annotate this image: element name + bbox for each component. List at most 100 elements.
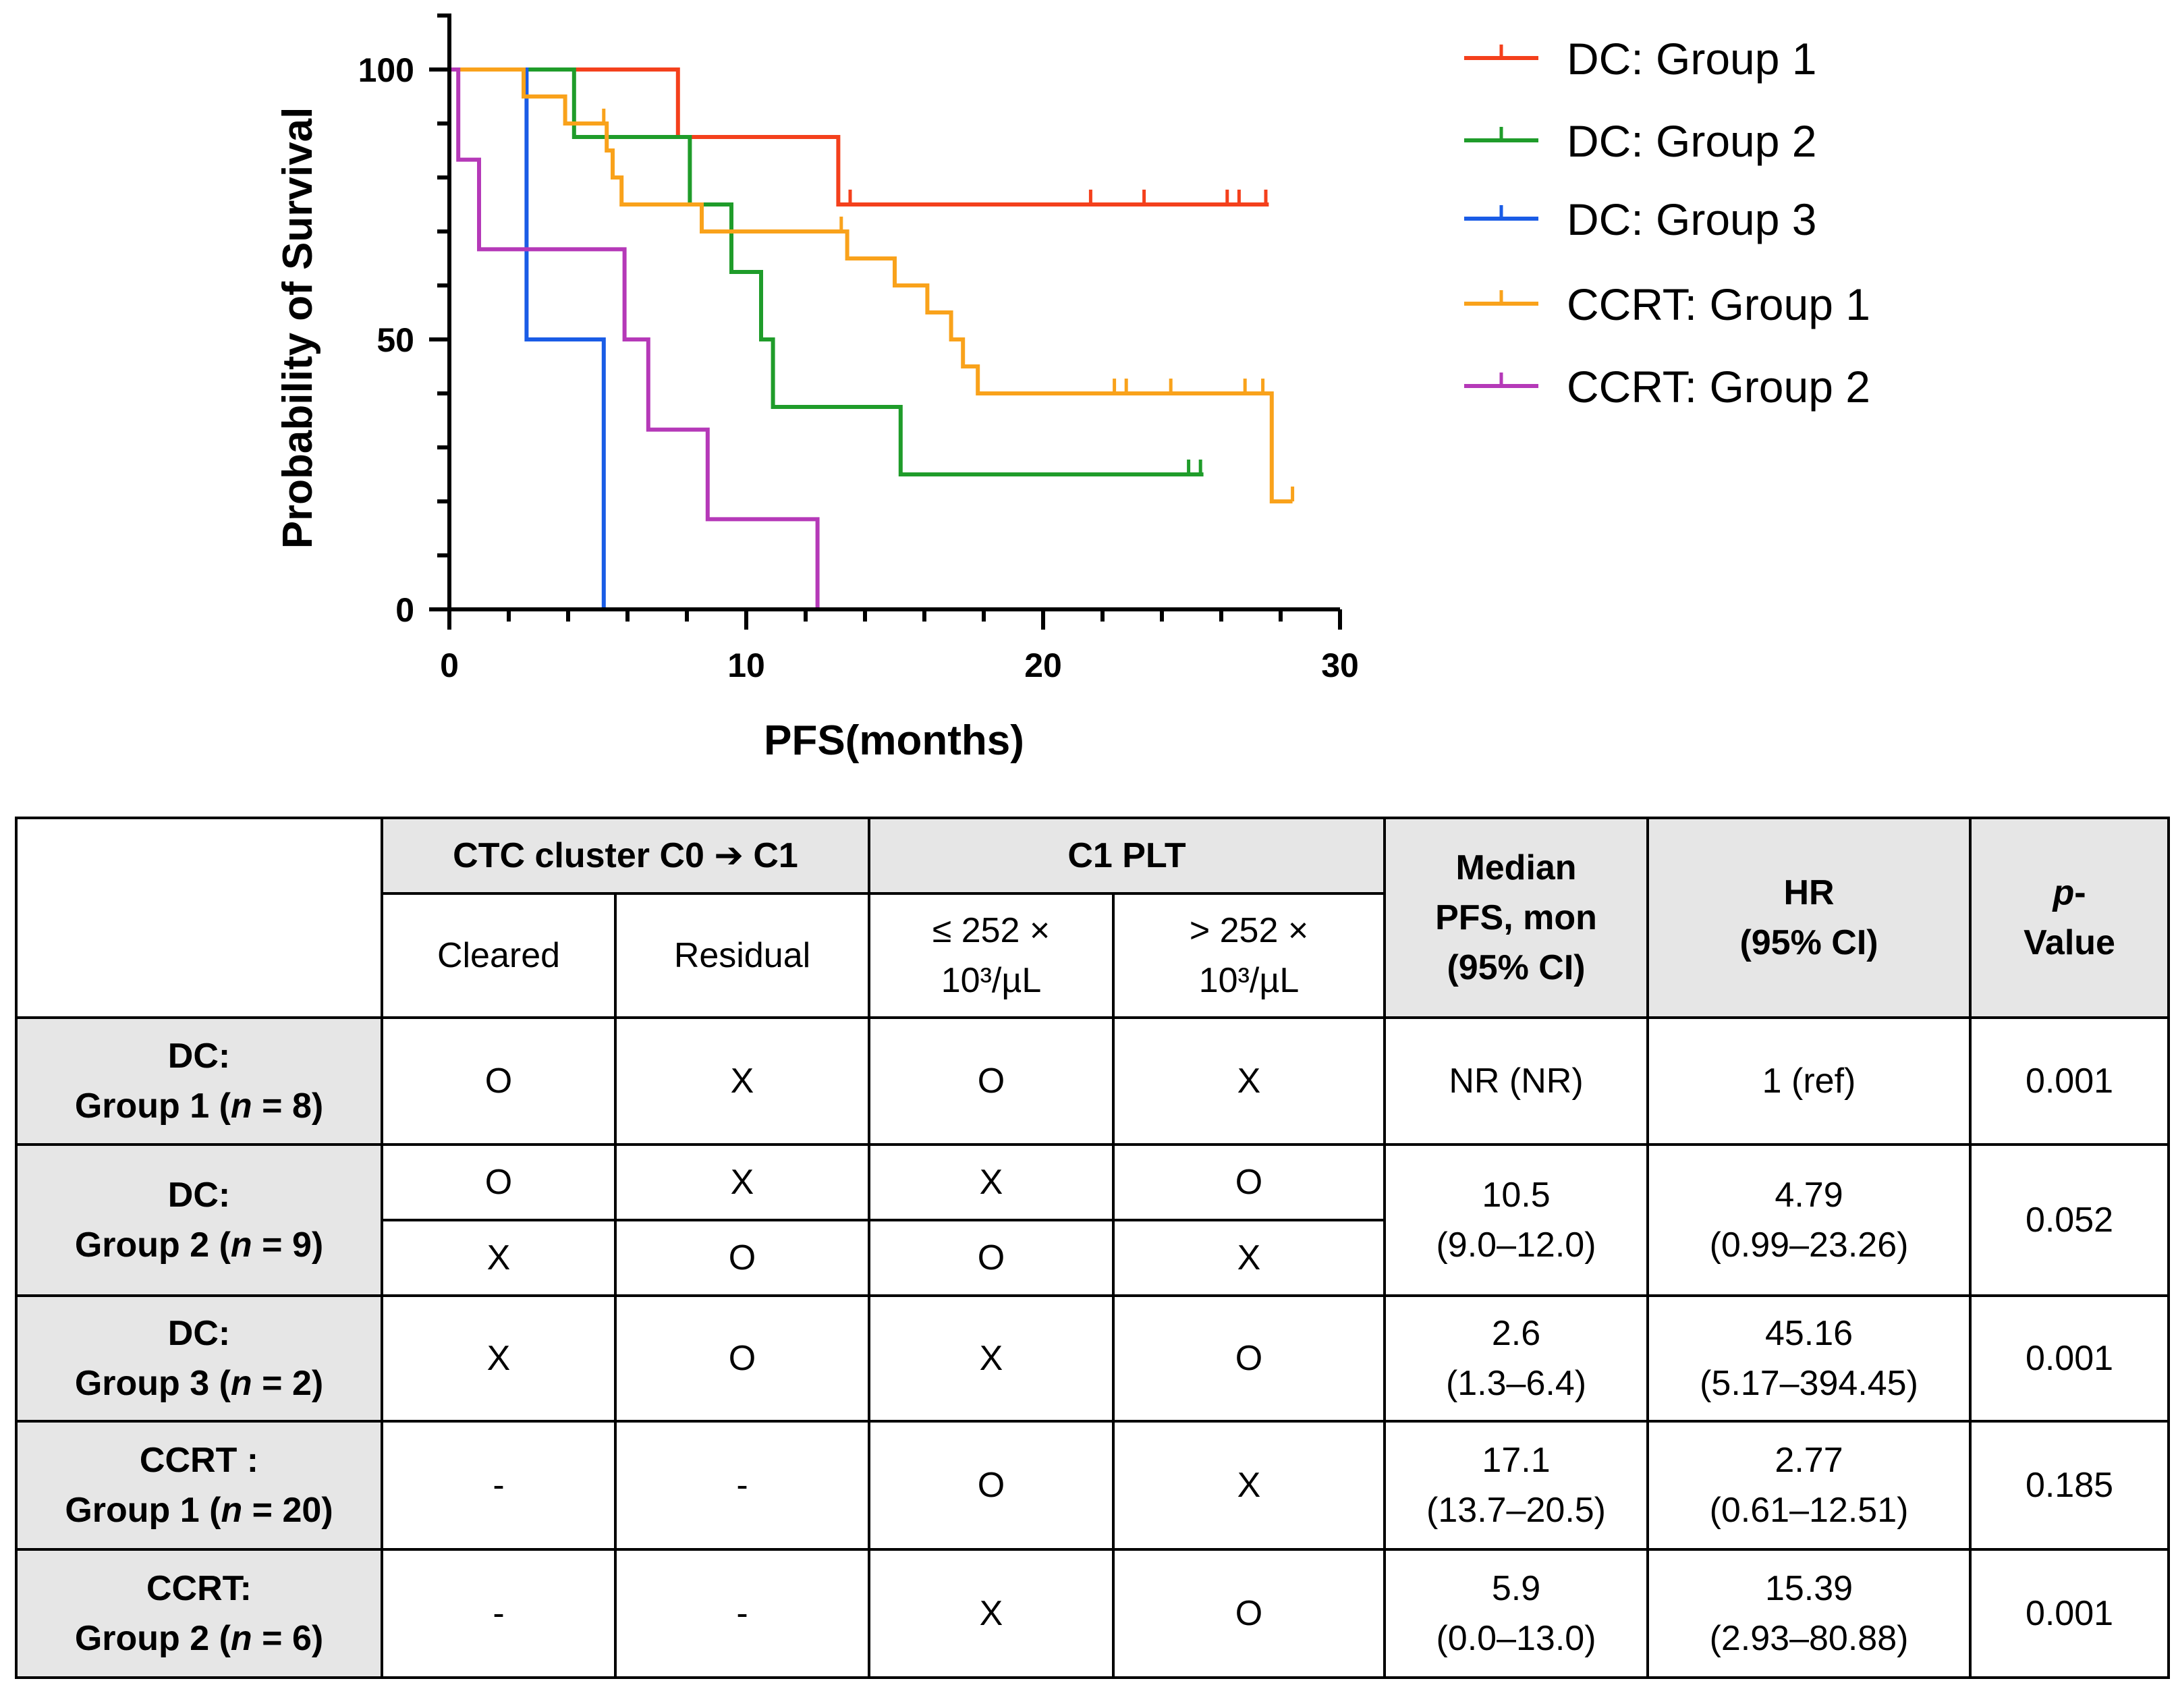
header-plt-high: > 252 × 10³/µL: [1112, 892, 1387, 1019]
row-label-line2: Group 1 (n = 20): [22, 1485, 376, 1535]
cell-hr-line1: 2.77: [1775, 1441, 1843, 1480]
km-curves: [449, 67, 1295, 609]
cell-hr-line2: (0.99–23.26): [1709, 1225, 1909, 1265]
header-p-italic: p: [2053, 873, 2075, 912]
curve-dc-group-3: [449, 67, 606, 609]
row-label-n: n: [230, 1086, 252, 1126]
row-label-line2: Group 2 (n = 6): [22, 1614, 376, 1663]
cell-p: 0.001: [1969, 1548, 2171, 1679]
cell-cleared: X: [381, 1294, 617, 1423]
cell-hr-line2: (2.93–80.88): [1709, 1619, 1909, 1658]
curve-dc-group-1: [449, 67, 1269, 206]
y-axis-title: Probability of Survival: [275, 107, 321, 549]
cell-cleared: -: [381, 1548, 617, 1679]
cell-hr: 45.16 (5.17–394.45): [1646, 1294, 1972, 1423]
cell-hr: 4.79 (0.99–23.26): [1646, 1143, 1972, 1297]
cell-median: 5.9 (0.0–13.0): [1383, 1548, 1650, 1679]
table-row: DC: Group 1 (n = 8) O X O X NR (NR) 1 (r…: [15, 1016, 2171, 1146]
cell-p: 0.001: [1969, 1016, 2171, 1146]
header-plt-high-line2: 10³/µL: [1198, 961, 1300, 1000]
legend-label: CCRT: Group 2: [1567, 362, 1870, 412]
legend-label: DC: Group 1: [1567, 34, 1816, 84]
row-label-group: Group 2 (: [74, 1619, 231, 1658]
cell-hr-line1: 4.79: [1775, 1176, 1843, 1215]
curve-ccrt-group-1: [449, 67, 1293, 503]
header-median-pfs: Median PFS, mon (95% CI): [1383, 817, 1650, 1019]
cell-residual: O: [613, 1219, 871, 1297]
chart-axes: [429, 13, 1342, 630]
header-plt-low-line2: 10³/µL: [941, 961, 1042, 1000]
cell-cleared: X: [381, 1219, 617, 1297]
cell-hr-line2: (5.17–394.45): [1700, 1364, 1918, 1403]
cell-plt-high: X: [1112, 1219, 1387, 1297]
cell-p: 0.185: [1969, 1420, 2171, 1551]
row-label-line1: DC:: [167, 1037, 231, 1076]
cell-median: 17.1 (13.7–20.5): [1383, 1420, 1650, 1551]
cell-plt-high: O: [1112, 1548, 1387, 1679]
header-hr-line1: HR: [1783, 873, 1835, 912]
table-row: DC: Group 2 (n = 9) O X X O 10.5 (9.0–12…: [15, 1143, 2171, 1297]
row-label-line2: Group 2 (n = 9): [22, 1220, 376, 1270]
cell-hr: 2.77 (0.61–12.51): [1646, 1420, 1972, 1551]
cell-plt-low: X: [868, 1548, 1115, 1679]
cell-hr-line1: 45.16: [1764, 1314, 1853, 1353]
cell-residual: X: [613, 1016, 871, 1146]
header-c1-plt: C1 PLT: [868, 817, 1387, 895]
cell-plt-low: X: [868, 1294, 1115, 1423]
header-p-dash: -: [2074, 873, 2086, 912]
legend-label: DC: Group 2: [1567, 116, 1816, 166]
row-label-group: Group 2 (: [74, 1225, 231, 1265]
cell-median: 2.6 (1.3–6.4): [1383, 1294, 1650, 1423]
header-plt-high-line1: > 252 ×: [1189, 911, 1309, 950]
x-tick-label: 10: [727, 646, 765, 684]
row-label: DC: Group 2 (n = 9): [15, 1143, 383, 1297]
curve-dc-group-2: [449, 67, 1204, 476]
row-label: DC: Group 1 (n = 8): [15, 1016, 383, 1146]
row-label-count: = 6): [252, 1619, 324, 1658]
cell-median-line1: 5.9: [1491, 1569, 1541, 1608]
y-tick-label: 50: [376, 321, 414, 359]
row-label-count: = 8): [252, 1086, 324, 1126]
table-row: CCRT: Group 2 (n = 6) - - X O 5.9 (0.0–1…: [15, 1548, 2171, 1679]
cell-plt-high: X: [1112, 1420, 1387, 1551]
table-row: X O O X: [16, 1219, 2169, 1297]
row-label-line1: DC:: [167, 1176, 231, 1215]
header-cleared: Cleared: [381, 892, 617, 1019]
row-label-n: n: [230, 1225, 252, 1265]
header-ctc-cluster: CTC cluster C0 ➔ C1: [380, 817, 871, 895]
cell-plt-high: X: [1112, 1016, 1387, 1146]
results-table: CTC cluster C0 ➔ C1 C1 PLT Median PFS, m…: [15, 817, 2171, 1679]
km-chart: 0 10 20 30 0 50 100 PFS(months) Probability of…: [275, 13, 1870, 764]
table-row: DC: Group 3 (n = 2) X O X O 2.6 (1.3–6.4…: [15, 1294, 2171, 1423]
row-label-n: n: [230, 1619, 252, 1658]
row-label-line1: DC:: [167, 1314, 231, 1353]
cell-residual: -: [613, 1548, 871, 1679]
cell-median: 10.5 (9.0–12.0): [1383, 1143, 1650, 1297]
cell-residual: X: [613, 1143, 871, 1221]
row-label-n: n: [221, 1491, 243, 1530]
header-plt-low-line1: ≤ 252 ×: [932, 911, 1051, 950]
curve-ccrt-group-2: [449, 67, 820, 609]
header-hr-line2: (95% CI): [1739, 923, 1878, 962]
cell-hr: 1 (ref): [1646, 1016, 1972, 1146]
header-corner: [15, 817, 383, 1019]
header-p-line1: p-: [1976, 868, 2163, 918]
cell-median-line1: 10.5: [1482, 1176, 1551, 1215]
row-label-group: Group 3 (: [74, 1364, 231, 1403]
row-label-count: = 9): [252, 1225, 324, 1265]
cell-hr-line1: 15.39: [1764, 1569, 1853, 1608]
cell-cleared: O: [381, 1016, 617, 1146]
header-p-line2: Value: [2024, 923, 2115, 962]
row-label-count: = 20): [242, 1491, 333, 1530]
row-label-line2: Group 1 (n = 8): [22, 1081, 376, 1131]
cell-residual: O: [613, 1294, 871, 1423]
legend-label: CCRT: Group 1: [1567, 279, 1870, 329]
cell-median-line1: 17.1: [1482, 1441, 1551, 1480]
header-residual: Residual: [613, 892, 871, 1019]
cell-plt-low: X: [868, 1143, 1115, 1221]
header-median-line3: (95% CI): [1447, 948, 1586, 987]
cell-median-line1: 2.6: [1491, 1314, 1541, 1353]
cell-median: NR (NR): [1383, 1016, 1650, 1146]
legend: DC: Group 1 DC: Group 2 DC: Group 3 CCRT: G…: [1464, 34, 1870, 412]
x-tick-label: 30: [1321, 646, 1359, 684]
